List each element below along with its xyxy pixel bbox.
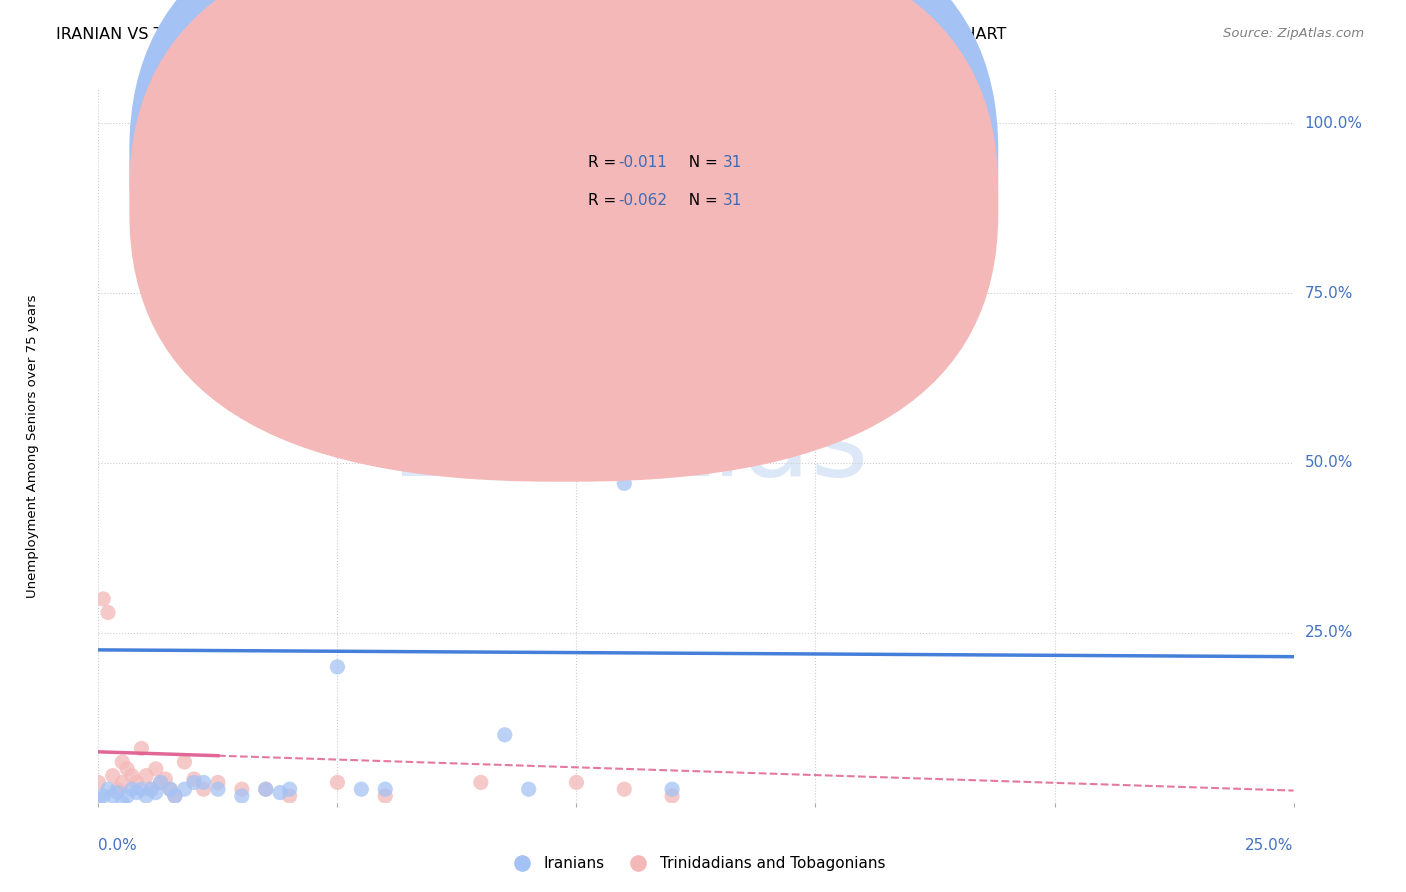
Text: N =: N = [679, 155, 723, 169]
Point [183, 772, 205, 786]
Point [231, 789, 253, 803]
Point [278, 782, 301, 797]
Point [131, 782, 153, 797]
Text: Source: ZipAtlas.com: Source: ZipAtlas.com [1223, 27, 1364, 40]
Point [91, 789, 114, 803]
Text: Unemployment Among Seniors over 75 years: Unemployment Among Seniors over 75 years [27, 294, 39, 598]
Point [254, 782, 277, 797]
Text: IRANIAN VS TRINIDADIAN AND TOBAGONIAN UNEMPLOYMENT AMONG SENIORS OVER 75 YEARS C: IRANIAN VS TRINIDADIAN AND TOBAGONIAN UN… [56, 27, 1007, 42]
Point [135, 769, 157, 783]
Point [661, 782, 683, 797]
Point [145, 786, 167, 800]
Point [470, 775, 492, 789]
Point [139, 782, 162, 797]
Point [494, 728, 516, 742]
Point [326, 775, 349, 789]
Point [374, 789, 396, 803]
Point [97, 782, 120, 797]
Point [125, 786, 148, 800]
Point [97, 606, 120, 620]
Point [87, 775, 110, 789]
Point [131, 741, 153, 756]
Text: 25.0%: 25.0% [1246, 838, 1294, 853]
Legend: Iranians, Trinidadians and Tobagonians: Iranians, Trinidadians and Tobagonians [501, 850, 891, 877]
Point [101, 769, 124, 783]
Point [107, 782, 129, 797]
Point [135, 789, 157, 803]
Point [87, 792, 110, 806]
Point [350, 782, 373, 797]
Point [121, 769, 143, 783]
Point [107, 786, 129, 800]
Text: N =: N = [679, 194, 723, 208]
Point [145, 762, 167, 776]
Point [183, 775, 205, 789]
Point [613, 782, 636, 797]
Text: -0.062: -0.062 [619, 194, 668, 208]
Text: 100.0%: 100.0% [1305, 116, 1362, 131]
Point [149, 775, 172, 789]
Point [155, 772, 177, 786]
Point [193, 775, 215, 789]
Text: 75.0%: 75.0% [1305, 285, 1353, 301]
Text: 0.0%: 0.0% [98, 838, 138, 853]
Point [111, 755, 134, 769]
Point [163, 789, 186, 803]
Point [139, 782, 162, 797]
Text: 31: 31 [723, 194, 742, 208]
Point [115, 789, 138, 803]
Point [269, 786, 291, 800]
Point [111, 796, 134, 810]
Point [173, 782, 195, 797]
Point [231, 782, 253, 797]
Text: ZIP: ZIP [396, 392, 600, 500]
Point [159, 782, 181, 797]
Point [278, 789, 301, 803]
Text: R =: R = [588, 194, 621, 208]
Point [207, 775, 229, 789]
Text: 31: 31 [723, 155, 742, 169]
Point [173, 755, 195, 769]
Point [91, 591, 114, 606]
Text: atlas: atlas [600, 392, 869, 500]
Point [101, 789, 124, 803]
Point [254, 782, 277, 797]
Point [661, 789, 683, 803]
Point [517, 782, 540, 797]
Point [163, 789, 186, 803]
Point [326, 660, 349, 674]
Point [149, 775, 172, 789]
Point [111, 775, 134, 789]
Text: R =: R = [588, 155, 621, 169]
Point [374, 782, 396, 797]
Point [121, 782, 143, 797]
Point [115, 762, 138, 776]
Point [207, 782, 229, 797]
Point [193, 782, 215, 797]
Text: 50.0%: 50.0% [1305, 456, 1353, 470]
Point [565, 775, 588, 789]
Text: 25.0%: 25.0% [1305, 625, 1353, 640]
Point [159, 782, 181, 797]
Point [613, 476, 636, 491]
Text: -0.011: -0.011 [619, 155, 668, 169]
Point [125, 775, 148, 789]
